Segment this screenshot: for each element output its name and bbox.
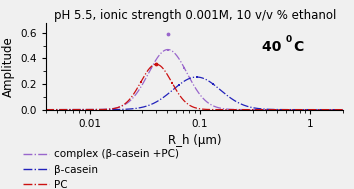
complex (β-casein +PC) bbox=[166, 48, 170, 51]
Text: 0: 0 bbox=[286, 35, 292, 44]
PC bbox=[341, 108, 346, 111]
β-casein bbox=[158, 98, 162, 101]
β-casein bbox=[194, 76, 199, 78]
β-casein bbox=[44, 108, 48, 111]
β-casein bbox=[336, 108, 340, 111]
β-casein bbox=[303, 108, 308, 111]
PC bbox=[96, 108, 100, 111]
X-axis label: R_h (μm): R_h (μm) bbox=[168, 134, 222, 147]
Legend: complex (β-casein +PC), β-casein, PC: complex (β-casein +PC), β-casein, PC bbox=[18, 145, 183, 189]
Y-axis label: Amplitude: Amplitude bbox=[2, 36, 15, 97]
Line: PC: PC bbox=[46, 64, 343, 110]
complex (β-casein +PC) bbox=[96, 108, 100, 111]
complex (β-casein +PC) bbox=[303, 108, 308, 111]
complex (β-casein +PC) bbox=[336, 108, 340, 111]
β-casein bbox=[96, 108, 100, 111]
Text: C: C bbox=[293, 40, 303, 54]
complex (β-casein +PC) bbox=[44, 108, 48, 111]
PC bbox=[336, 108, 340, 111]
complex (β-casein +PC) bbox=[158, 53, 162, 55]
Line: complex (β-casein +PC): complex (β-casein +PC) bbox=[46, 50, 343, 110]
complex (β-casein +PC) bbox=[78, 108, 82, 111]
PC bbox=[44, 108, 48, 111]
β-casein bbox=[341, 108, 346, 111]
Line: β-casein: β-casein bbox=[46, 77, 343, 110]
PC bbox=[303, 108, 308, 111]
β-casein bbox=[171, 89, 175, 91]
PC bbox=[171, 84, 175, 86]
β-casein bbox=[78, 108, 82, 111]
Title: pH 5.5, ionic strength 0.001M, 10 v/v % ethanol: pH 5.5, ionic strength 0.001M, 10 v/v % … bbox=[53, 9, 336, 22]
complex (β-casein +PC) bbox=[341, 108, 346, 111]
PC bbox=[158, 65, 162, 67]
PC bbox=[154, 63, 158, 65]
complex (β-casein +PC) bbox=[171, 50, 175, 53]
Text: 40: 40 bbox=[262, 40, 286, 54]
PC bbox=[78, 108, 82, 111]
